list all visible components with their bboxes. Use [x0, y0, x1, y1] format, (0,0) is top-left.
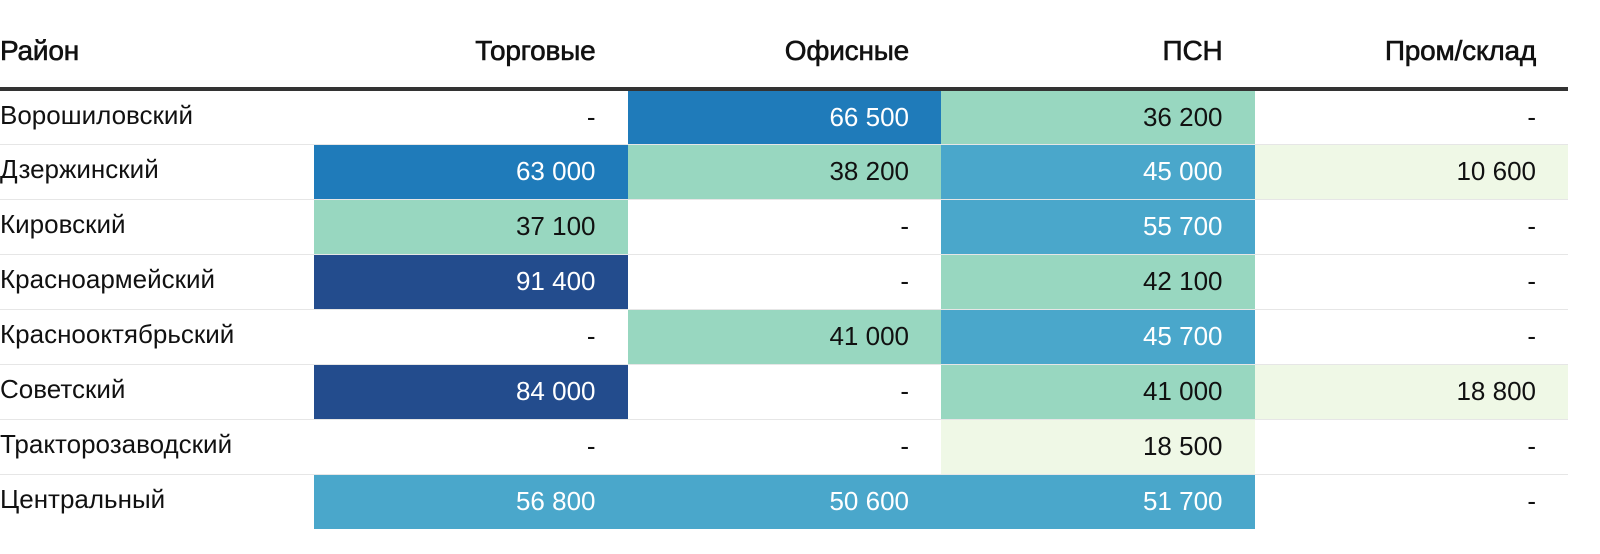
cell-psn: 55 700	[941, 199, 1255, 255]
table-row: Советский 84 000-41 000 18 800	[0, 364, 1568, 420]
cell-industrial: 18 800	[1254, 364, 1568, 420]
cell-retail: 84 000	[314, 364, 628, 420]
table-row: Тракторозаводский - -18 500-	[0, 419, 1568, 475]
cell-industrial: -	[1254, 89, 1568, 145]
cell-psn: 18 500	[941, 419, 1255, 475]
table-row: Центральный 56 800 50 600 51 700 -	[0, 474, 1568, 529]
cell-retail: -	[314, 89, 628, 145]
cell-office: -	[627, 364, 941, 420]
cell-psn: 45 000	[941, 144, 1255, 200]
district-name: Дзержинский	[0, 144, 314, 200]
table-row: Ворошиловский -66 500 36 200-	[0, 89, 1568, 145]
cell-industrial: -	[1254, 419, 1568, 475]
table-row: Красноармейский 91 400-42 100-	[0, 254, 1568, 310]
district-name: Ворошиловский	[0, 89, 314, 145]
table-row: Кировский 37 100-55 700-	[0, 199, 1568, 255]
column-header-retail: Торговые	[314, 0, 628, 91]
column-header-industrial: Пром/склад	[1254, 0, 1568, 91]
cell-retail: 63 000	[314, 144, 628, 200]
cell-industrial: -	[1527, 486, 1536, 517]
table-body: Ворошиловский -66 500 36 200- Дзержинский 63…	[0, 89, 1568, 529]
column-header-district: Район	[0, 0, 314, 91]
cell-retail: -	[314, 419, 628, 475]
district-name: Тракторозаводский	[0, 419, 314, 475]
cell-industrial: 10 600	[1254, 144, 1568, 200]
column-header-office: Офисные	[627, 0, 941, 91]
cell-psn: 41 000	[941, 364, 1255, 420]
district-name: Советский	[0, 364, 314, 420]
district-name: Красноармейский	[0, 254, 314, 310]
district-name: Краснооктябрьский	[0, 309, 314, 365]
cell-retail: -	[314, 309, 628, 365]
cell-retail: 91 400	[314, 254, 628, 310]
cell-psn: 36 200	[941, 89, 1255, 145]
cell-psn: 51 700	[941, 474, 1255, 529]
cell-office: -	[627, 419, 941, 475]
cell-office: -	[627, 254, 941, 310]
header-row: Район Торговые Офисные ПСН Пром/склад	[0, 0, 1568, 91]
cell-office: 41 000	[627, 309, 941, 365]
cell-retail: 37 100	[314, 199, 628, 255]
district-name: Центральный	[0, 484, 166, 515]
table-header: Район Торговые Офисные ПСН Пром/склад	[0, 0, 1568, 91]
cell-industrial: -	[1254, 254, 1568, 310]
cell-retail: 56 800	[314, 474, 628, 529]
table-row: Дзержинский 63 000 38 200 45 000 10 600	[0, 144, 1568, 200]
cell-office: 38 200	[627, 144, 941, 200]
cell-office: 50 600	[627, 474, 941, 529]
cell-office: 66 500	[627, 89, 941, 145]
cell-industrial: -	[1254, 309, 1568, 365]
column-header-psn: ПСН	[941, 0, 1255, 91]
cell-psn: 42 100	[941, 254, 1255, 310]
table-row: Краснооктябрьский -41 000 45 700-	[0, 309, 1568, 365]
cell-psn: 45 700	[941, 309, 1255, 365]
cell-office: -	[627, 199, 941, 255]
district-name: Кировский	[0, 199, 314, 255]
cell-industrial: -	[1254, 199, 1568, 255]
price-heatmap-table: Район Торговые Офисные ПСН Пром/склад Во…	[0, 0, 1568, 529]
